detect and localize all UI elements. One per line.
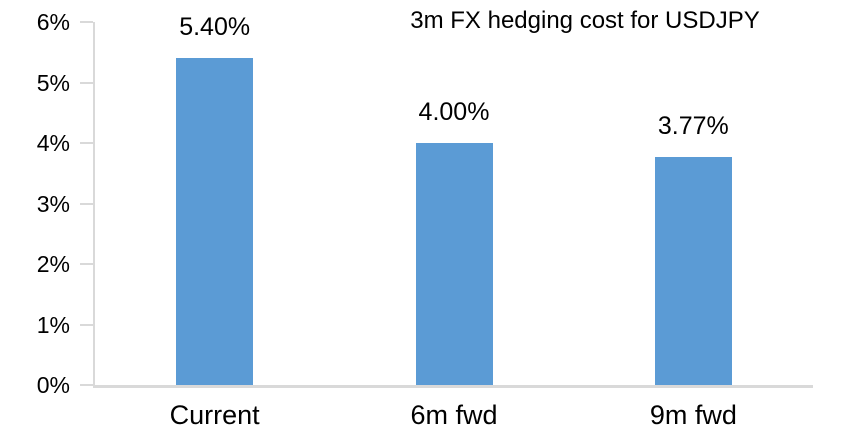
bar-9m-fwd: [654, 156, 732, 385]
bar-value-label: 5.40%: [179, 13, 251, 42]
x-axis-line: [95, 385, 813, 388]
bar-6m-fwd: [415, 143, 493, 385]
y-axis-tick-label: 4%: [36, 130, 70, 156]
y-axis-tick-label: 3%: [36, 190, 70, 217]
x-axis-category-label: 9m fwd: [649, 400, 737, 430]
x-axis-category-label: 6m fwd: [410, 400, 498, 430]
y-axis-tick-label: 2%: [36, 251, 70, 277]
y-axis-tick: [80, 21, 93, 23]
y-axis-tick: [80, 142, 93, 144]
y-axis-tick: [80, 384, 93, 386]
y-axis-tick: [80, 323, 93, 326]
y-axis-tick: [80, 263, 93, 265]
y-axis-tick: [80, 81, 93, 84]
y-axis-tick-label: 5%: [36, 69, 70, 96]
y-axis-tick-label: 1%: [36, 311, 70, 338]
y-axis-line: [93, 22, 95, 388]
bar-value-label: 3.77%: [657, 111, 729, 140]
bar-value-label: 4.00%: [418, 98, 490, 126]
y-axis-tick-label: 6%: [36, 9, 70, 35]
y-axis-tick: [80, 202, 93, 205]
y-axis-tick-label: 0%: [36, 372, 70, 398]
x-axis-category-label: Current: [169, 400, 260, 430]
bar-current: [176, 58, 254, 385]
chart-title: 3m FX hedging cost for USDJPY: [410, 7, 760, 34]
